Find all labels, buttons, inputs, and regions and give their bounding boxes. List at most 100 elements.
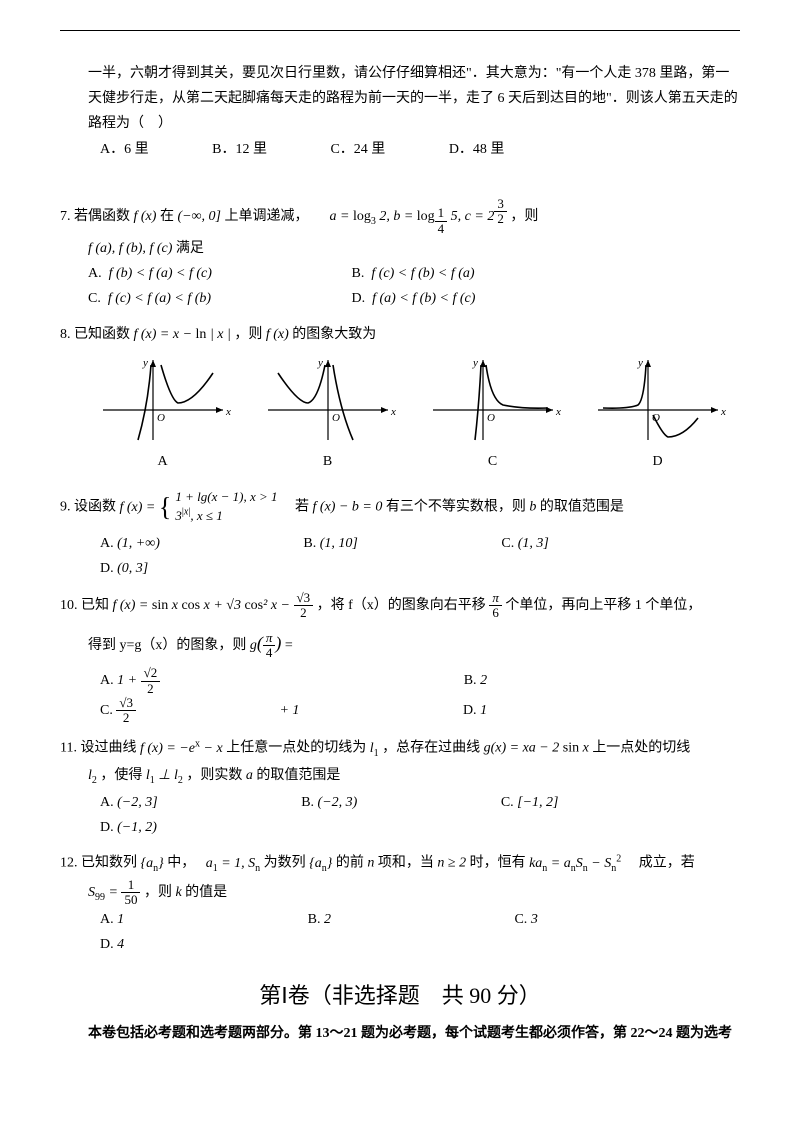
- question-7: 7. 若偶函数 f (x) 在 (−∞, 0] 上单调递减， a = log3 …: [60, 197, 740, 312]
- svg-text:x: x: [390, 406, 396, 418]
- question-8: 8. 已知函数 f (x) = x − ln | x | ，则 f (x) 的图…: [60, 322, 740, 474]
- q7-stem1: 7. 若偶函数: [60, 209, 134, 224]
- q12-opt-d: 4: [117, 932, 124, 957]
- q12-mid1: 中，: [167, 856, 202, 871]
- q12-rel: kan = anSn − Sn2: [529, 856, 621, 871]
- svg-text:y: y: [317, 357, 323, 369]
- q11-mid4: ，使得: [100, 768, 146, 783]
- q12-seq: {an}: [141, 856, 164, 871]
- q10-mid1: ，将 f（x）的图象向右平移: [317, 598, 490, 613]
- q9-opt-c: (1, 3]: [518, 531, 549, 556]
- q11-l2: l2: [88, 768, 97, 783]
- q8-charts: x y O x y O x y O: [80, 355, 740, 445]
- q9-mid: 若: [281, 500, 313, 515]
- svg-text:x: x: [720, 406, 726, 418]
- q10-gval: g(π4): [250, 638, 285, 653]
- svg-text:y: y: [142, 357, 148, 369]
- question-9: 9. 设函数 f (x) = { 1 + lg(x − 1), x > 1 3|…: [60, 484, 740, 581]
- section-note: 本卷包括必考题和选考题两部分。第 13～21 题为必考题，每个试题考生都必须作答…: [60, 1021, 740, 1046]
- q11-opt-c: [−1, 2]: [517, 790, 558, 815]
- q9-opt-d: (0, 3]: [117, 556, 148, 581]
- svg-text:O: O: [487, 412, 495, 424]
- q10-opt-b: 2: [480, 668, 487, 693]
- q12-mid4: 时，恒有: [470, 856, 530, 871]
- q12-opt-a: 1: [117, 907, 124, 932]
- q12-s99: S99 = 150: [88, 885, 140, 900]
- q8-fx2: f (x): [266, 327, 289, 342]
- q8-label-d: D: [588, 449, 728, 474]
- top-rule: [60, 30, 740, 31]
- q6-opt-c: C．24 里: [330, 137, 385, 162]
- q7-fx: f (x): [134, 209, 157, 224]
- q8-stem3: 的图象大致为: [292, 327, 376, 342]
- q10-opt-a: 1 + √22: [117, 666, 300, 696]
- q10-mid2: 个单位，再向上平移 1 个单位，: [505, 598, 701, 613]
- q6-opt-a: A．6 里: [100, 137, 149, 162]
- q12-stem: 12. 已知数列: [60, 856, 141, 871]
- q11-opt-a: (−2, 3]: [117, 790, 158, 815]
- q11-mid3: 上一点处的切线: [592, 741, 690, 756]
- svg-text:O: O: [332, 412, 340, 424]
- q8-label-c: C: [423, 449, 563, 474]
- question-6-cont: 一半，六朝才得到其关，要见次日行里数，请公仔仔细算相还"．其大意为："有一个人走…: [60, 61, 740, 162]
- q7-opt-b: f (c) < f (b) < f (a): [371, 266, 474, 281]
- q10-opt-d: 1: [480, 698, 487, 723]
- q7-abc: a = log3 2, b = log14 5, c = 232: [329, 209, 510, 224]
- q9-piece1: 1 + lg(x − 1), x > 1: [175, 489, 277, 504]
- q11-opt-b: (−2, 3): [318, 790, 358, 815]
- q11-l1: l1: [370, 741, 379, 756]
- q8-chart-c: x y O: [423, 355, 563, 445]
- q9-f: f (x) = { 1 + lg(x − 1), x > 1 3|x|, x ≤…: [120, 500, 282, 515]
- q11-opt-d: (−1, 2): [117, 815, 157, 840]
- q8-stem2: ，则: [234, 327, 266, 342]
- q8-stem: 8. 已知函数: [60, 327, 134, 342]
- q10-line2b: =: [285, 638, 293, 653]
- q8-chart-labels: A B C D: [80, 449, 740, 474]
- q7-stem2: 在: [160, 209, 174, 224]
- svg-text:y: y: [472, 357, 478, 369]
- q7-opt-d: f (a) < f (b) < f (c): [372, 291, 475, 306]
- q12-seq2: {an}: [309, 856, 332, 871]
- q11-perp: l1 ⊥ l2: [146, 768, 183, 783]
- svg-text:y: y: [637, 357, 643, 369]
- q11-mid2: ，总存在过曲线: [382, 741, 484, 756]
- q9-tail: 有三个不等实数根，则 b 的取值范围是: [386, 500, 624, 515]
- q6-options: A．6 里 B．12 里 C．24 里 D．48 里: [60, 137, 740, 162]
- q7-interval: (−∞, 0]: [177, 209, 221, 224]
- q11-mid1: 上任意一点处的切线为: [226, 741, 370, 756]
- q6-opt-b: B．12 里: [212, 137, 267, 162]
- q12-mid6: ，则 k 的值是: [144, 885, 227, 900]
- q7-opt-c: f (c) < f (a) < f (b): [108, 291, 211, 306]
- q7-stem3: 上单调递减，: [224, 209, 308, 224]
- q9-piece2: 3|x|, x ≤ 1: [175, 508, 222, 523]
- q8-label-a: A: [93, 449, 233, 474]
- q11-g: g(x) = xa − 2 sin x: [484, 741, 589, 756]
- q11-mid5: ，则实数 a 的取值范围是: [186, 768, 340, 783]
- q10-shift: π6: [489, 591, 502, 621]
- q9-eq: f (x) − b = 0: [313, 500, 383, 515]
- q8-label-b: B: [258, 449, 398, 474]
- svg-text:O: O: [157, 412, 165, 424]
- q8-chart-b: x y O: [258, 355, 398, 445]
- q10-fx: f (x) = sin x cos x + √3 cos² x − √32: [113, 598, 317, 613]
- q8-chart-a: x y O: [93, 355, 233, 445]
- q7-cond: f (a), f (b), f (c): [88, 241, 172, 256]
- q12-mid3: 的前 n 项和，当: [336, 856, 438, 871]
- q10-line2a: 得到 y=g（x）的图象，则: [88, 638, 250, 653]
- q7-stem4: ，则: [510, 209, 538, 224]
- q6-opt-d: D．48 里: [449, 137, 505, 162]
- q8-fx: f (x) = x − ln | x |: [134, 327, 231, 342]
- q11-f: f (x) = −ex − x: [140, 741, 223, 756]
- q12-mid5: 成立，若: [625, 856, 695, 871]
- q11-stem: 11. 设过曲线: [60, 741, 140, 756]
- question-10: 10. 已知 f (x) = sin x cos x + √3 cos² x −…: [60, 591, 740, 725]
- q9-opt-b: (1, 10]: [320, 531, 358, 556]
- q12-opt-b: 2: [324, 907, 331, 932]
- q7-opt-a: f (b) < f (a) < f (c): [109, 266, 212, 281]
- q10-opt-c: √32 + 1: [116, 696, 299, 726]
- q12-mid2: 为数列: [264, 856, 310, 871]
- q12-cond: n ≥ 2: [437, 856, 466, 871]
- q12-init: a1 = 1, Sn: [206, 856, 260, 871]
- section-title: 第Ⅰ卷（非选择题 共 90 分）: [60, 976, 740, 1016]
- q7-cond2: 满足: [176, 241, 204, 256]
